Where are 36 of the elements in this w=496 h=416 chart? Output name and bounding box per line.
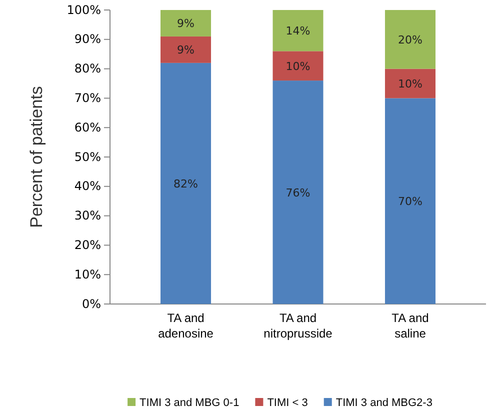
bar	[384, 98, 436, 304]
x-tick-label: TA and saline	[392, 311, 429, 341]
y-tick-label: 10%	[74, 267, 101, 282]
bar	[160, 62, 212, 304]
y-tick-label: 100%	[66, 2, 101, 17]
data-label: 76%	[286, 186, 310, 200]
y-tick-label: 40%	[74, 179, 101, 194]
y-tick-label: 80%	[74, 62, 101, 76]
y-tick-label: 60%	[74, 120, 101, 134]
y-tick-label: 70%	[74, 91, 101, 106]
data-label: 9%	[177, 17, 194, 30]
data-label: 10%	[398, 78, 422, 90]
bar	[272, 80, 324, 304]
data-label: 82%	[174, 177, 198, 190]
y-tick-label: 30%	[74, 208, 101, 223]
legend-label: TIMI 3 and MBG 0-1	[140, 397, 240, 409]
legend-label: TIMI 3 and MBG2-3	[336, 397, 432, 409]
data-label: 70%	[398, 195, 422, 208]
bar	[272, 10, 324, 52]
bar	[160, 10, 212, 36]
data-label: 10%	[286, 60, 310, 73]
y-tick-label: 20%	[74, 238, 101, 252]
legend-label: TIMI < 3	[267, 397, 308, 409]
y-axis-title: Percent of patients	[27, 86, 46, 228]
y-tick-label: 50%	[74, 150, 101, 164]
x-tick-label: TA and nitroprusside	[264, 311, 333, 341]
data-label: 20%	[398, 33, 422, 46]
bar	[384, 68, 436, 98]
bar	[160, 36, 212, 63]
y-tick-label: 90%	[74, 32, 101, 46]
data-label: 9%	[177, 44, 194, 57]
data-label: 14%	[286, 24, 310, 38]
y-tick-label: 0%	[82, 296, 101, 311]
x-tick-label: TA and adenosine	[158, 311, 214, 341]
bar	[272, 51, 324, 81]
bar	[384, 10, 436, 69]
